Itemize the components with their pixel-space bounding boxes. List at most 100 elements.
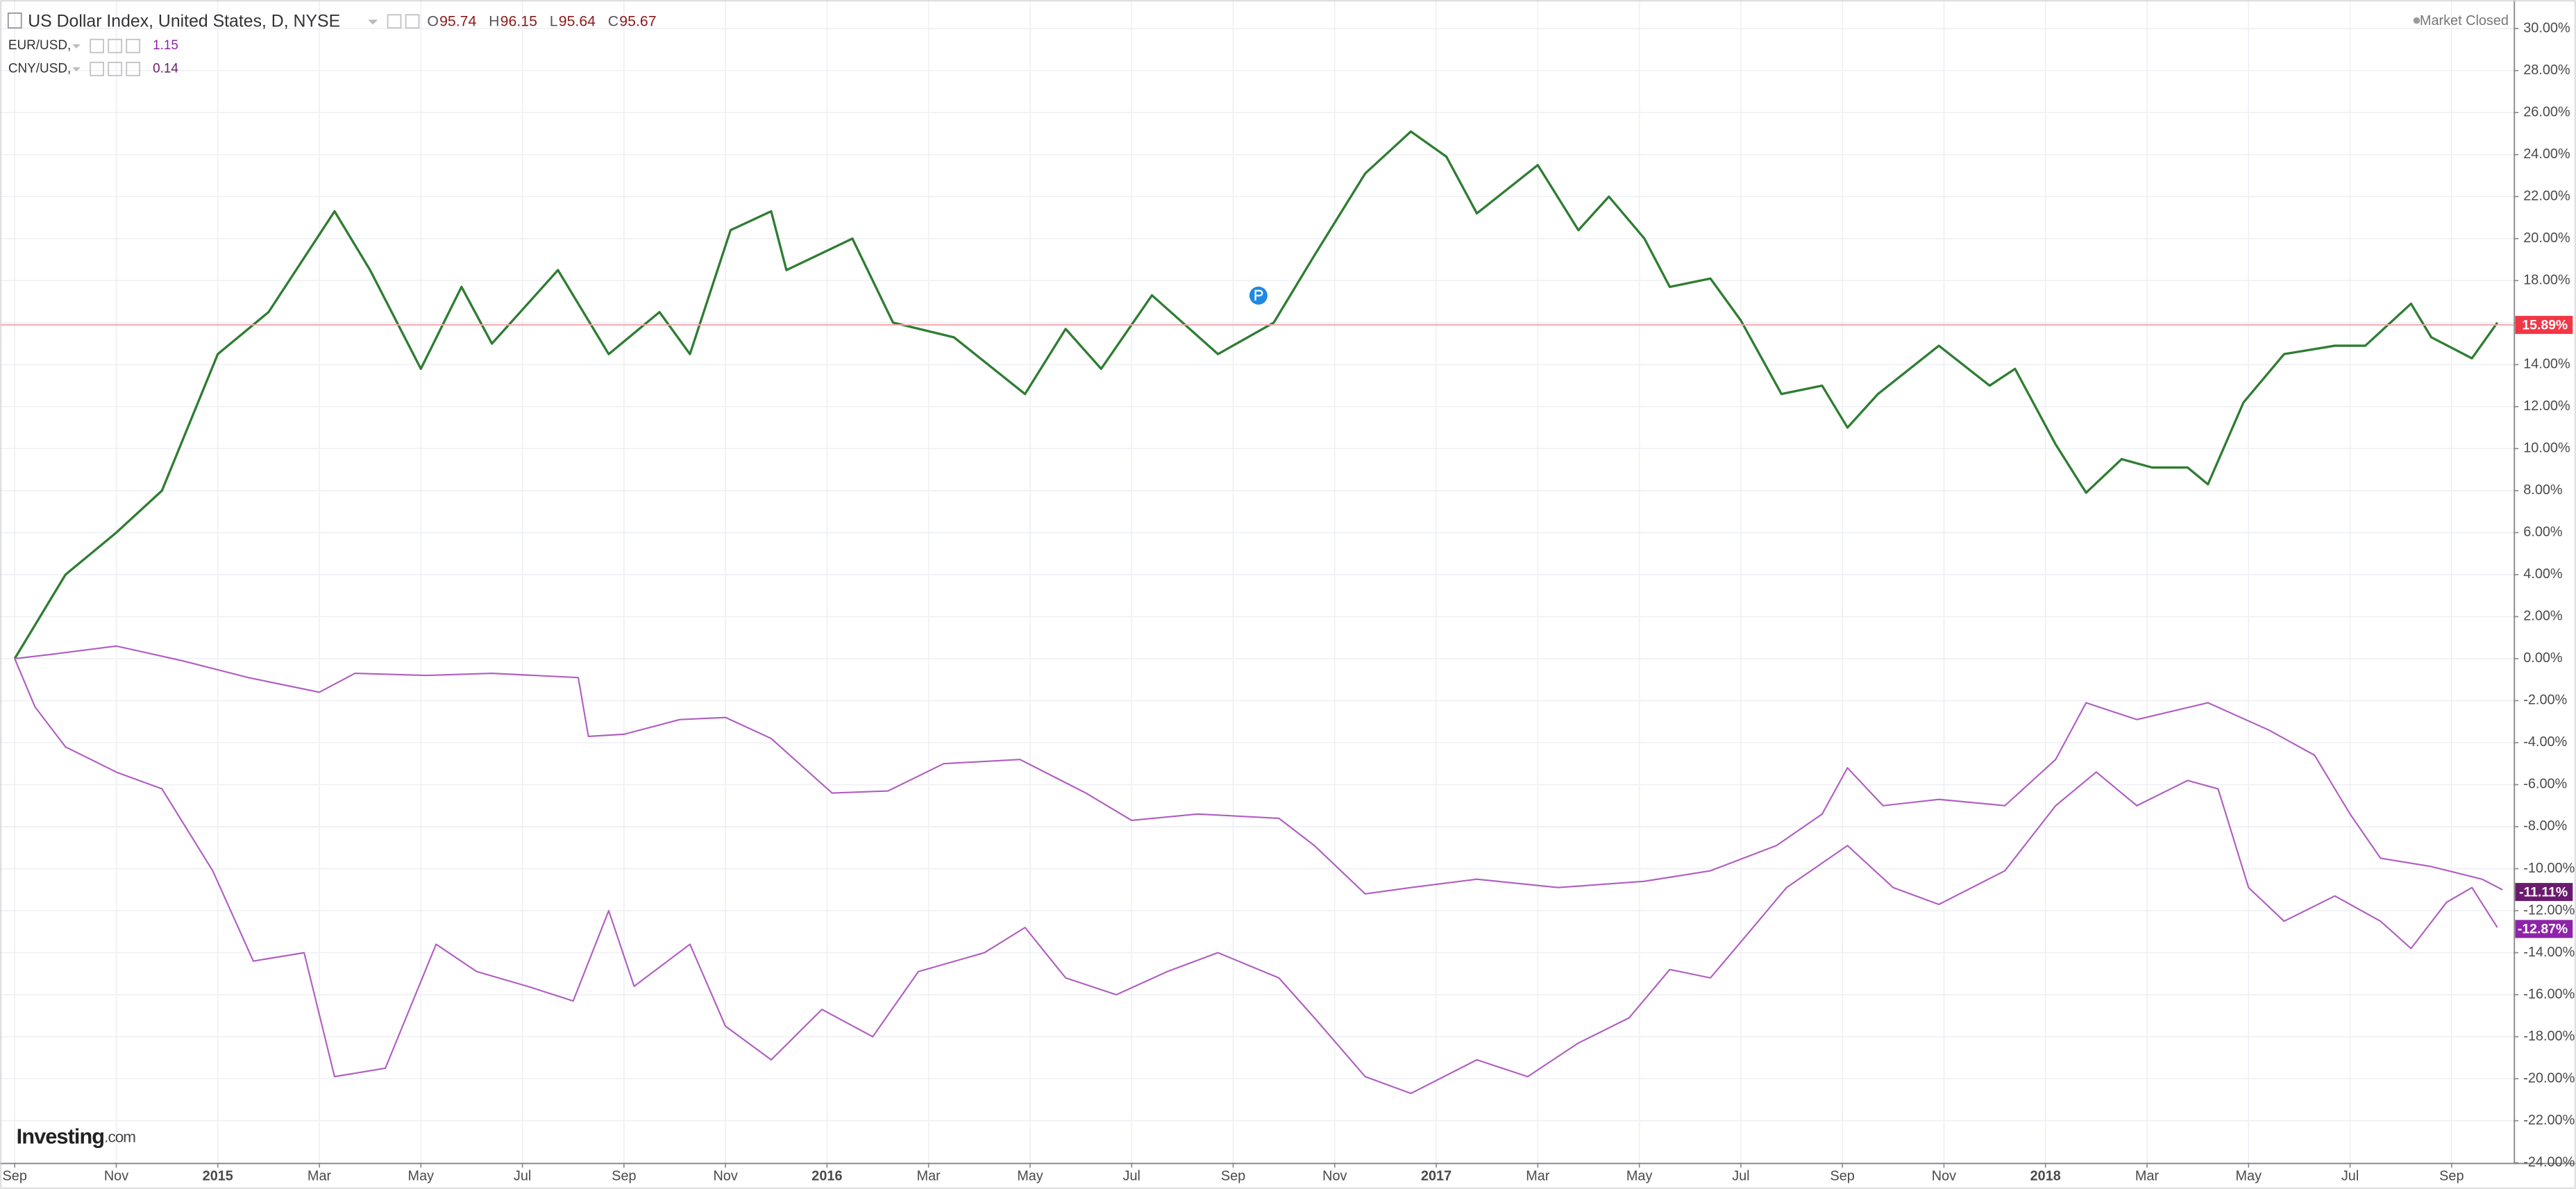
- legend: EUR/USD, 1.15 CNY/USD, 0.14: [8, 38, 178, 76]
- x-tick-label: Nov: [1932, 1169, 1956, 1184]
- comparison-line: [14, 658, 2498, 1095]
- index-line: [13, 130, 2499, 659]
- x-tick-label: Nov: [713, 1169, 737, 1184]
- status-dot: [2413, 17, 2421, 24]
- x-tick-label: May: [2236, 1169, 2262, 1184]
- plot: [0, 130, 2514, 1095]
- last-value-label: -11.11%: [2519, 884, 2568, 900]
- x-tick-label: Sep: [2439, 1169, 2464, 1184]
- ohlc-value: 95.74: [439, 13, 476, 30]
- y-tick-label: -6.00%: [2523, 777, 2567, 792]
- legend-name: CNY/USD,: [8, 61, 71, 76]
- y-tick-label: -12.00%: [2523, 902, 2575, 918]
- y-tick-label: 26.00%: [2523, 104, 2570, 119]
- x-tick-label: Mar: [917, 1169, 941, 1184]
- eye-icon[interactable]: [405, 14, 420, 29]
- y-tick-label: 12.00%: [2523, 398, 2570, 414]
- ohlc-value: 96.15: [500, 13, 537, 30]
- event-marker-icon: [1254, 289, 1263, 301]
- axes: Sep Nov 2015 Mar May Jul Sep Nov 2016 Mar May Jul Se…: [3, 20, 2575, 1183]
- x-tick-label: Jul: [2341, 1169, 2359, 1184]
- legend-name: EUR/USD,: [8, 38, 71, 53]
- y-tick-label: 20.00%: [2523, 230, 2570, 246]
- x-tick-label: 2015: [203, 1169, 233, 1184]
- y-tick-label: 4.00%: [2523, 566, 2562, 582]
- x-tick-label: Jul: [1732, 1169, 1749, 1184]
- x-tick-label: 2018: [2030, 1169, 2061, 1184]
- settings-icon[interactable]: [387, 14, 402, 29]
- ohlc: O 95.74 H 96.15 L 95.64 C 95.67: [427, 13, 656, 30]
- y-tick-label: 6.00%: [2523, 525, 2562, 540]
- last-value-label: -12.87%: [2518, 922, 2568, 937]
- legend-close[interactable]: [126, 38, 141, 53]
- y-tick-label: -20.00%: [2523, 1070, 2575, 1086]
- x-tick-label: Mar: [1526, 1169, 1550, 1184]
- ohlc-key: L: [550, 13, 558, 30]
- last-value-box: [2515, 316, 2573, 335]
- logo: Investing.com: [17, 1124, 136, 1149]
- x-tick-label: 2016: [811, 1169, 842, 1184]
- ohlc-key: O: [427, 13, 439, 30]
- ohlc-key: C: [608, 13, 618, 30]
- y-tick-label: 28.00%: [2523, 62, 2570, 78]
- y-tick-label: 2.00%: [2523, 609, 2562, 624]
- x-tick-label: Sep: [1221, 1169, 1245, 1184]
- legend-dropdown[interactable]: [72, 67, 81, 71]
- y-tick-label: -22.00%: [2523, 1113, 2575, 1128]
- x-tick-label: May: [1626, 1169, 1653, 1184]
- y-tick-label: -8.00%: [2523, 818, 2567, 834]
- y-tick-label: 10.00%: [2523, 441, 2570, 456]
- x-tick-label: Nov: [1322, 1169, 1347, 1184]
- legend-eye[interactable]: [108, 61, 123, 76]
- y-tick-label: 0.00%: [2523, 650, 2562, 666]
- x-tick-label: Sep: [3, 1169, 27, 1184]
- y-tick-label: 14.00%: [2523, 357, 2570, 372]
- ohlc-value: 95.67: [619, 13, 656, 30]
- y-tick-label: -16.00%: [2523, 986, 2575, 1002]
- x-tick-label: Sep: [612, 1169, 636, 1184]
- x-tick-label: 2017: [1421, 1169, 1451, 1184]
- y-tick-label: 30.00%: [2523, 20, 2570, 35]
- last-value-box: [2515, 883, 2573, 902]
- dropdown-icon[interactable]: [368, 19, 378, 25]
- x-tick-label: Nov: [104, 1169, 128, 1184]
- y-tick-label: -18.00%: [2523, 1029, 2575, 1044]
- chart-title: US Dollar Index, United States, D, NYSE: [28, 12, 340, 31]
- logo-name: Investing: [17, 1124, 104, 1149]
- legend-value: 1.15: [153, 38, 178, 53]
- x-tick-label: Mar: [308, 1169, 332, 1184]
- comparison-line: [15, 645, 2503, 895]
- x-tick-label: Mar: [2135, 1169, 2160, 1184]
- legend-settings[interactable]: [90, 38, 105, 53]
- y-tick-label: 8.00%: [2523, 482, 2562, 498]
- y-tick-label: 24.00%: [2523, 146, 2570, 162]
- collapse-icon[interactable]: [7, 12, 22, 29]
- legend-close[interactable]: [126, 61, 141, 76]
- ohlc-key: H: [489, 13, 499, 30]
- x-tick-label: Jul: [1123, 1169, 1140, 1184]
- grid: [0, 0, 2514, 1163]
- logo-suffix: .com: [104, 1129, 135, 1146]
- legend-dropdown[interactable]: [72, 44, 81, 49]
- y-tick-label: 22.00%: [2523, 188, 2570, 203]
- market-status: Market Closed: [2420, 13, 2509, 28]
- x-tick-label: Sep: [1830, 1169, 1855, 1184]
- legend-settings[interactable]: [90, 61, 105, 76]
- last-value-box: [2515, 920, 2573, 938]
- y-tick-label: -2.00%: [2523, 693, 2567, 708]
- legend-value: 0.14: [153, 61, 178, 76]
- y-tick-label: 18.00%: [2523, 273, 2570, 288]
- last-value-label: 15.89%: [2522, 317, 2568, 332]
- legend-eye[interactable]: [108, 38, 123, 53]
- y-tick-label: -24.00%: [2523, 1154, 2575, 1170]
- ohlc-value: 95.64: [559, 13, 596, 30]
- y-tick-label: -4.00%: [2523, 734, 2567, 750]
- y-tick-label: -10.00%: [2523, 861, 2575, 876]
- x-tick-label: Jul: [514, 1169, 531, 1184]
- x-tick-label: May: [1017, 1169, 1043, 1184]
- x-tick-label: May: [408, 1169, 435, 1184]
- y-tick-label: -14.00%: [2523, 945, 2575, 960]
